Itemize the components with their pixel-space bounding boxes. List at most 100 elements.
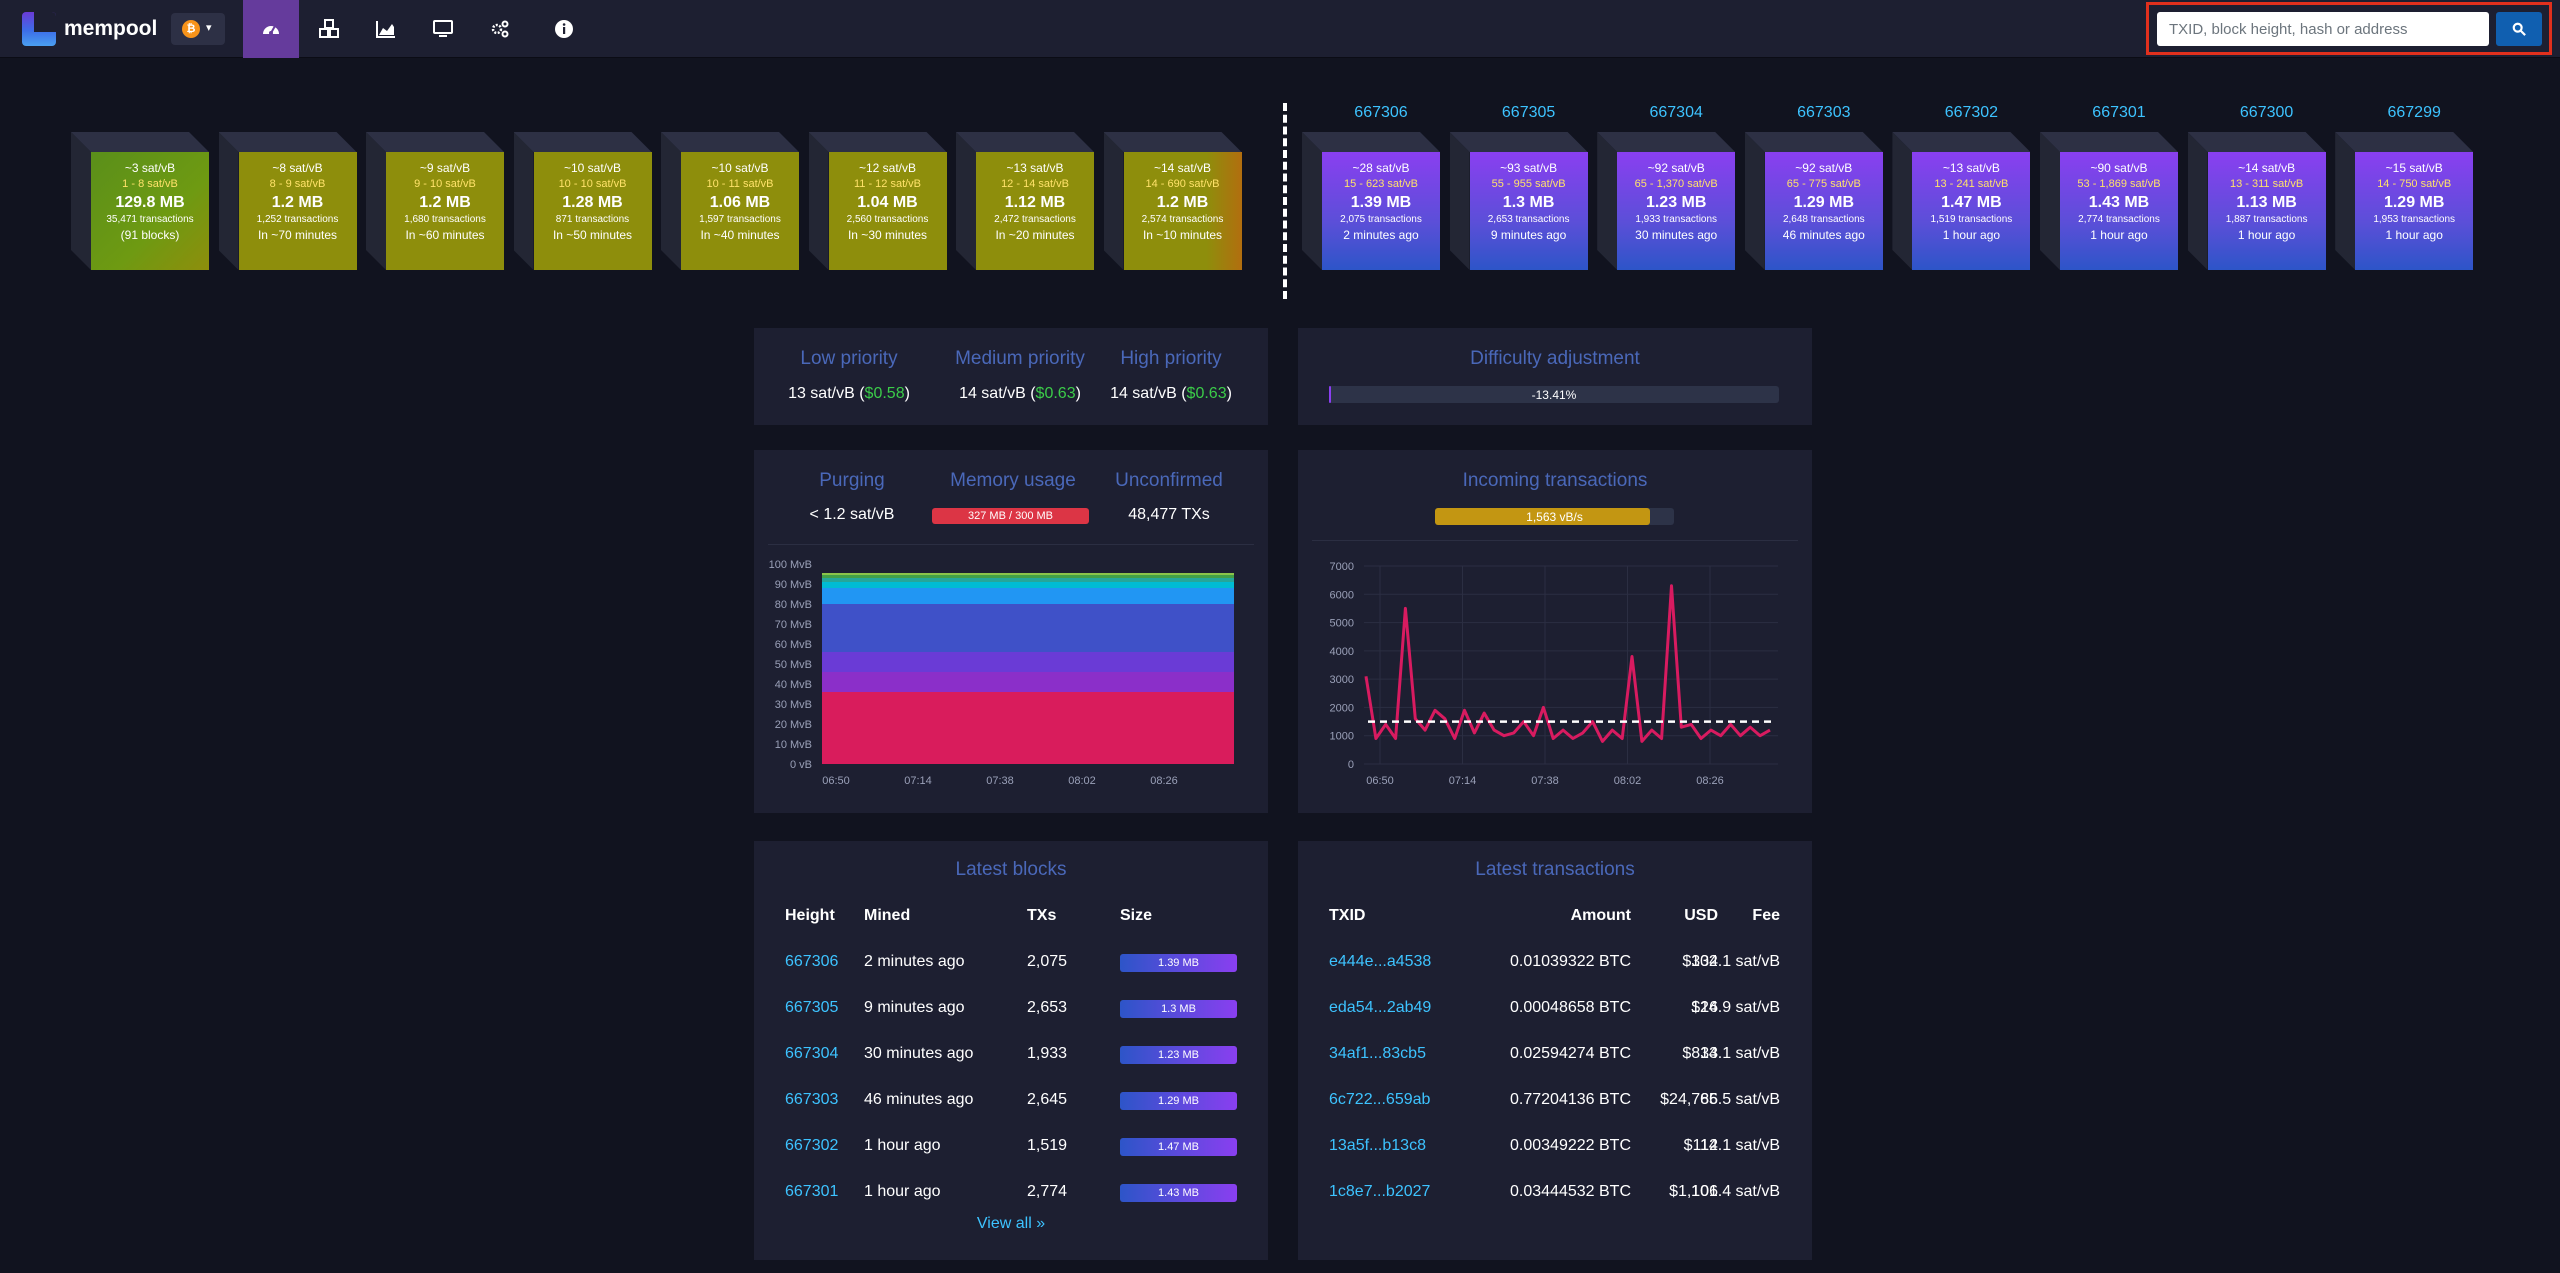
search-icon bbox=[2512, 22, 2526, 36]
search-button[interactable] bbox=[2496, 12, 2542, 46]
nav-graphs[interactable] bbox=[358, 0, 414, 58]
block-median-fee: ~93 sat/vB bbox=[1500, 161, 1558, 175]
x-tick-label: 08:02 bbox=[1614, 775, 1642, 787]
block-time: In ~70 minutes bbox=[257, 228, 338, 242]
block-median-fee: ~13 sat/vB bbox=[1942, 161, 2000, 175]
mempool-size-chart: 100 MvB 90 MvB 80 MvB 70 MvB 60 MvB 50 MvB 40 … bbox=[769, 559, 1234, 787]
block-size: 1.39 MB bbox=[1350, 194, 1412, 211]
block-height-link[interactable]: 667301 bbox=[2092, 104, 2146, 121]
block-row-height[interactable]: 667306 bbox=[785, 953, 839, 970]
low-priority-label: Low priority bbox=[800, 348, 898, 369]
block-height-link[interactable]: 667302 bbox=[1944, 104, 1999, 121]
block-height-link[interactable]: 667299 bbox=[2387, 104, 2441, 121]
tx-row-txid[interactable]: eda54...2ab49 bbox=[1329, 999, 1432, 1016]
tx-row-amount: 0.01039322 BTC bbox=[1510, 953, 1631, 970]
mined-block[interactable]: 667305 ~93 sat/vB 55 - 955 sat/vB 1.3 MB 2,6… bbox=[1469, 104, 1588, 270]
mempool-block[interactable]: ~13 sat/vB 12 - 14 sat/vB 1.12 MB 2,472 tra… bbox=[976, 152, 1094, 270]
mined-block[interactable]: 667306 ~28 sat/vB 15 - 623 sat/vB 1.39 MB 2,… bbox=[1322, 104, 1440, 270]
block-row-mined: 9 minutes ago bbox=[864, 999, 965, 1016]
mempool-block[interactable]: ~3 sat/vB 1 - 8 sat/vB 129.8 MB 35,471 tran… bbox=[91, 152, 209, 270]
mempool-block[interactable]: ~12 sat/vB 11 - 12 sat/vB 1.04 MB 2,560 tra… bbox=[828, 152, 947, 270]
view-all-blocks-link[interactable]: View all » bbox=[976, 1215, 1046, 1232]
tx-row-usd: $16 bbox=[1691, 999, 1718, 1016]
block-median-fee: ~3 sat/vB bbox=[124, 161, 176, 175]
block-tx-count: 2,472 transactions bbox=[994, 214, 1076, 225]
mempool-chain-divider bbox=[1283, 103, 1287, 299]
nav-tv[interactable] bbox=[415, 0, 471, 58]
brand-name[interactable]: mempool bbox=[64, 17, 158, 40]
cogs-icon bbox=[491, 20, 509, 38]
mempool-logo-icon[interactable] bbox=[22, 12, 56, 46]
medium-priority-fee: 14 sat/vB ($0.63) bbox=[959, 385, 1081, 402]
block-row-height[interactable]: 667305 bbox=[785, 999, 839, 1016]
block-median-fee: ~12 sat/vB bbox=[858, 161, 917, 175]
block-row-height[interactable]: 667301 bbox=[785, 1183, 839, 1200]
block-row-txs: 1,933 bbox=[1027, 1045, 1068, 1062]
area-series bbox=[822, 582, 1234, 588]
block-median-fee: ~8 sat/vB bbox=[272, 161, 323, 175]
tx-row-txid[interactable]: 6c722...659ab bbox=[1329, 1091, 1431, 1108]
block-fee-range: 55 - 955 sat/vB bbox=[1491, 178, 1566, 190]
block-height-link[interactable]: 667305 bbox=[1501, 104, 1556, 121]
area-series bbox=[822, 575, 1234, 578]
tx-row-txid[interactable]: 34af1...83cb5 bbox=[1329, 1045, 1426, 1062]
block-height-link[interactable]: 667300 bbox=[2239, 104, 2294, 121]
block-height-link[interactable]: 667304 bbox=[1649, 104, 1703, 121]
block-row-height[interactable]: 667303 bbox=[785, 1091, 839, 1108]
block-row-mined: 1 hour ago bbox=[864, 1183, 941, 1200]
block-row-height[interactable]: 667302 bbox=[785, 1137, 839, 1154]
high-priority-label: High priority bbox=[1120, 348, 1222, 369]
block-tx-count: 2,774 transactions bbox=[2078, 214, 2160, 225]
nav-api[interactable] bbox=[472, 0, 528, 58]
block-row-size-bar: 1.3 MB bbox=[1120, 1000, 1237, 1018]
y-tick-label: 5000 bbox=[1330, 618, 1354, 630]
x-tick-label: 08:26 bbox=[1696, 775, 1724, 787]
mempool-block[interactable]: ~10 sat/vB 10 - 11 sat/vB 1.06 MB 1,597 tra… bbox=[681, 152, 799, 270]
tx-row-fee: 102.1 sat/vB bbox=[1691, 953, 1780, 970]
mined-block[interactable]: 667303 ~92 sat/vB 65 - 775 sat/vB 1.29 MB 2,… bbox=[1764, 104, 1883, 270]
mempool-block[interactable]: ~8 sat/vB 8 - 9 sat/vB 1.2 MB 1,252 transac… bbox=[238, 152, 357, 270]
tx-row-txid[interactable]: 13a5f...b13c8 bbox=[1329, 1137, 1426, 1154]
mined-block[interactable]: 667299 ~15 sat/vB 14 - 750 sat/vB 1.29 MB 1,… bbox=[2355, 104, 2474, 270]
block-size: 1.2 MB bbox=[271, 194, 324, 211]
tx-row-fee: 124.9 sat/vB bbox=[1691, 999, 1780, 1016]
tx-row-txid[interactable]: e444e...a4538 bbox=[1329, 953, 1432, 970]
block-row-mined: 30 minutes ago bbox=[864, 1045, 974, 1062]
mempool-block[interactable]: ~14 sat/vB 14 - 690 sat/vB 1.2 MB 2,574 tra… bbox=[1123, 152, 1242, 270]
block-tx-count: 1,680 transactions bbox=[404, 214, 486, 225]
y-tick-label: 100 MvB bbox=[769, 559, 812, 571]
size-bar-fill bbox=[1120, 1000, 1237, 1018]
block-row-mined: 46 minutes ago bbox=[864, 1091, 974, 1108]
block-height-link[interactable]: 667306 bbox=[1354, 104, 1408, 121]
mined-block[interactable]: 667304 ~92 sat/vB 65 - 1,370 sat/vB 1.23 MB… bbox=[1617, 104, 1736, 270]
block-fee-range: 53 - 1,869 sat/vB bbox=[2077, 178, 2161, 190]
block-time: 9 minutes ago bbox=[1490, 228, 1567, 242]
block-height-link[interactable]: 667303 bbox=[1797, 104, 1851, 121]
mined-block[interactable]: 667301 ~90 sat/vB 53 - 1,869 sat/vB 1.43 MB… bbox=[2060, 104, 2178, 270]
memory-usage-bar: 327 MB / 300 MB bbox=[932, 508, 1089, 524]
mempool-block[interactable]: ~10 sat/vB 10 - 10 sat/vB 1.28 MB 871 trans… bbox=[533, 152, 652, 270]
y-tick-label: 2000 bbox=[1330, 702, 1354, 714]
tx-row-txid[interactable]: 1c8e7...b2027 bbox=[1329, 1183, 1431, 1200]
network-selector[interactable]: ₿ ▾ bbox=[171, 13, 225, 45]
tx-row-usd: $24,786 bbox=[1660, 1091, 1718, 1108]
block-size: 1.2 MB bbox=[419, 194, 471, 211]
mempool-stats-card: Purging Memory usage Unconfirmed < 1.2 s… bbox=[754, 450, 1268, 813]
area-series bbox=[822, 672, 1234, 692]
col-fee: Fee bbox=[1752, 907, 1780, 924]
nav-about[interactable] bbox=[536, 0, 592, 58]
mined-block[interactable]: 667300 ~14 sat/vB 13 - 311 sat/vB 1.13 MB 1,… bbox=[2207, 104, 2326, 270]
block-tx-count: 2,648 transactions bbox=[1782, 214, 1865, 225]
block-tx-count: 2,560 transactions bbox=[846, 214, 929, 225]
nav-blocks[interactable] bbox=[301, 0, 357, 58]
mempool-block[interactable]: ~9 sat/vB 9 - 10 sat/vB 1.2 MB 1,680 transa… bbox=[386, 152, 504, 270]
nav-dashboard[interactable] bbox=[243, 0, 299, 58]
block-fee-range: 65 - 1,370 sat/vB bbox=[1634, 178, 1718, 190]
x-tick-label: 06:50 bbox=[822, 775, 850, 787]
navbar: mempool ₿ ▾ bbox=[0, 0, 2560, 58]
area-series bbox=[822, 652, 1234, 672]
mined-block[interactable]: 667302 ~13 sat/vB 13 - 241 sat/vB 1.47 MB 1,… bbox=[1912, 104, 2031, 270]
search-input[interactable] bbox=[2157, 12, 2489, 46]
block-tx-count: 1,933 transactions bbox=[1635, 214, 1718, 225]
block-row-height[interactable]: 667304 bbox=[785, 1045, 839, 1062]
